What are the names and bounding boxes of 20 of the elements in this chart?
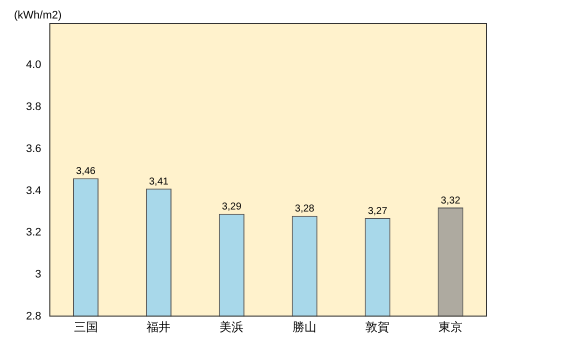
x-tick-label: 美浜 xyxy=(220,320,244,334)
data-label: 3,32 xyxy=(440,195,461,206)
x-tick-label: 福井 xyxy=(146,320,171,334)
y-tick-label: 3.6 xyxy=(26,142,42,155)
data-label: 3,29 xyxy=(222,202,242,213)
data-label: 3,46 xyxy=(76,166,96,177)
y-tick-label: 3.8 xyxy=(26,100,42,113)
y-axis-title: (kWh/m2) xyxy=(14,10,62,22)
y-tick-label: 3 xyxy=(35,268,42,281)
y-tick-label: 4.0 xyxy=(26,58,42,71)
x-tick-label: 敦賀 xyxy=(366,320,390,334)
x-tick-label: 東京 xyxy=(438,320,463,334)
y-tick-label: 2.8 xyxy=(26,310,42,323)
x-tick-label: 三国 xyxy=(74,320,98,334)
x-tick-label: 勝山 xyxy=(292,320,317,334)
y-tick-label: 3.4 xyxy=(26,184,42,197)
y-tick-label: 3.2 xyxy=(26,226,42,239)
data-label: 3,27 xyxy=(368,206,388,217)
data-label: 3,41 xyxy=(148,176,169,188)
data-label: 3,28 xyxy=(294,204,315,215)
